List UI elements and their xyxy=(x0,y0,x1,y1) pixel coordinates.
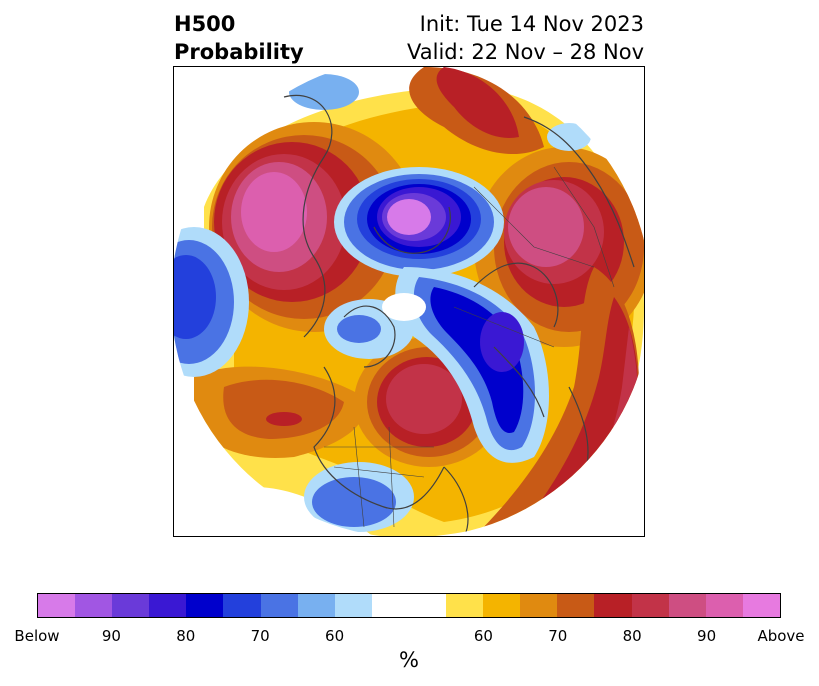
valid-range-label: Valid: 22 Nov – 28 Nov xyxy=(407,40,644,64)
colorbar-above-swatch xyxy=(446,594,484,617)
coastlines xyxy=(283,94,635,536)
colorbar-tick-label: 70 xyxy=(548,627,568,645)
colorbar-above-swatch xyxy=(557,594,595,617)
forecast-dates: Init: Tue 14 Nov 2023 Valid: 22 Nov – 28… xyxy=(407,10,644,66)
ridge-atlantic xyxy=(354,337,504,467)
map-title: H500 Probability xyxy=(174,10,304,66)
colorbar-tick-label: Above xyxy=(757,627,805,645)
colorbar-above-swatch xyxy=(705,594,743,617)
colorbar-below-swatch xyxy=(75,594,113,617)
init-date-label: Init: Tue 14 Nov 2023 xyxy=(419,12,644,36)
colorbar-below-swatch xyxy=(297,594,335,617)
colorbar-below-swatch xyxy=(38,594,76,617)
colorbar-tick-label: 70 xyxy=(250,627,270,645)
map-svg xyxy=(174,67,644,536)
title-line-product: Probability xyxy=(174,40,304,64)
colorbar-above-swatch xyxy=(742,594,780,617)
ridge-west xyxy=(209,122,419,332)
colorbar-above-swatch xyxy=(483,594,521,617)
colorbar-below-swatch xyxy=(149,594,187,617)
title-line-variable: H500 xyxy=(174,12,236,36)
colorbar-below-swatch xyxy=(334,594,372,617)
colorbar-tick-label: 90 xyxy=(697,627,717,645)
colorbar-tick-label: 80 xyxy=(622,627,642,645)
colorbar xyxy=(37,593,781,618)
colorbar-above-swatch xyxy=(631,594,669,617)
colorbar-tick-label: Below xyxy=(14,627,60,645)
colorbar-above-swatch xyxy=(594,594,632,617)
colorbar-tick-label: 90 xyxy=(101,627,121,645)
colorbar-unit-label: % xyxy=(399,648,419,672)
probability-map xyxy=(173,66,645,537)
colorbar-tick-label: 60 xyxy=(473,627,493,645)
colorbar-above-swatch xyxy=(668,594,706,617)
colorbar-below-swatch xyxy=(223,594,261,617)
colorbar-above-swatch xyxy=(520,594,558,617)
colorbar-below-swatch xyxy=(260,594,298,617)
colorbar-tick-label: 60 xyxy=(325,627,345,645)
borders xyxy=(324,166,615,528)
colorbar-below-swatch xyxy=(112,594,150,617)
trough-arctic xyxy=(334,167,504,277)
colorbar-tick-label: 80 xyxy=(176,627,196,645)
colorbar-neutral-swatch xyxy=(371,594,447,617)
probability-field xyxy=(174,67,644,536)
colorbar-below-swatch xyxy=(186,594,224,617)
